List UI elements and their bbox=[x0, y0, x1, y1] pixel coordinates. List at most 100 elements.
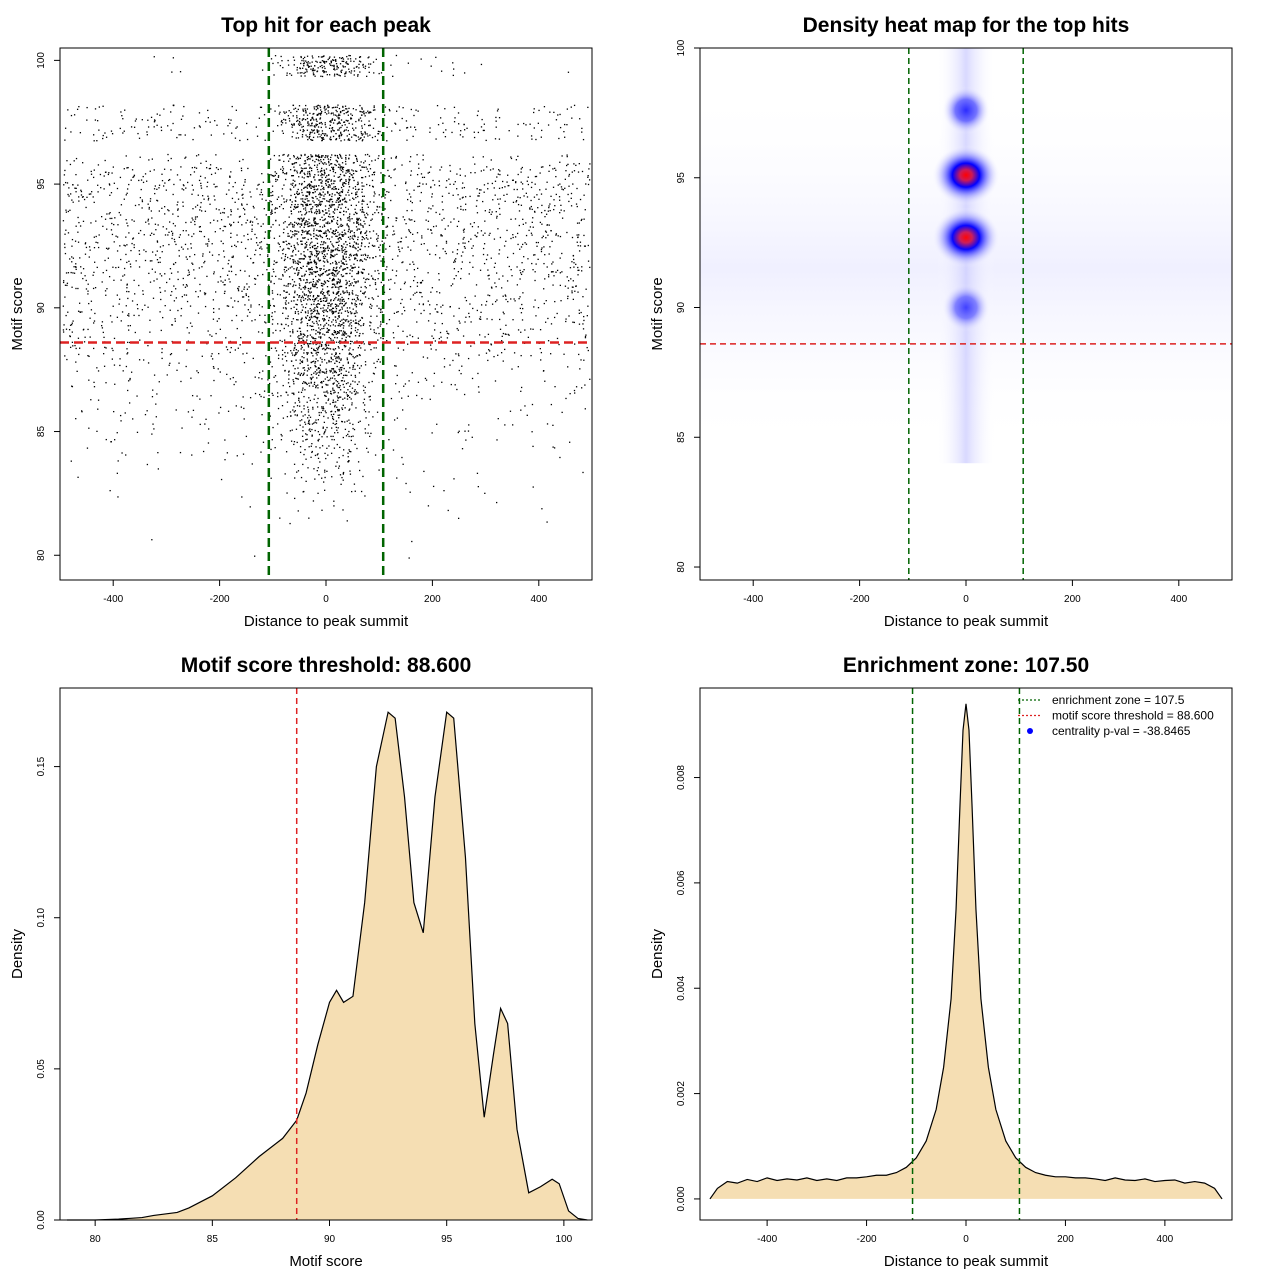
scatter-point bbox=[463, 236, 465, 239]
scatter-point bbox=[372, 213, 374, 216]
scatter-point bbox=[116, 294, 118, 296]
scatter-point bbox=[341, 191, 343, 194]
scatter-point bbox=[90, 173, 93, 175]
scatter-point bbox=[324, 172, 326, 174]
scatter-point bbox=[261, 306, 263, 308]
scatter-point bbox=[284, 253, 287, 256]
scatter-point bbox=[343, 243, 345, 245]
scatter-point bbox=[67, 193, 69, 196]
scatter-point bbox=[309, 316, 311, 319]
scatter-point bbox=[388, 108, 391, 111]
scatter-point bbox=[234, 137, 237, 139]
scatter-point bbox=[263, 237, 266, 239]
scatter-point bbox=[283, 184, 285, 186]
scatter-point bbox=[302, 297, 304, 299]
scatter-point bbox=[72, 272, 74, 274]
scatter-point bbox=[309, 131, 312, 133]
scatter-point bbox=[328, 302, 331, 304]
scatter-point bbox=[537, 207, 539, 209]
scatter-point bbox=[473, 136, 476, 139]
scatter-point bbox=[513, 188, 515, 191]
scatter-point bbox=[197, 312, 200, 314]
scatter-point bbox=[323, 311, 325, 313]
scatter-point bbox=[198, 112, 201, 114]
scatter-point bbox=[330, 309, 333, 311]
scatter-point bbox=[345, 211, 347, 213]
scatter-point bbox=[355, 281, 358, 283]
scatter-point bbox=[361, 272, 364, 275]
scatter-point bbox=[199, 206, 202, 208]
scatter-point bbox=[321, 60, 324, 62]
scatter-point bbox=[236, 192, 238, 194]
scatter-point bbox=[64, 139, 66, 141]
scatter-point bbox=[310, 315, 313, 317]
scatter-point bbox=[293, 208, 295, 211]
scatter-point bbox=[183, 184, 185, 187]
scatter-point bbox=[469, 261, 471, 264]
scatter-point bbox=[364, 296, 367, 298]
scatter-point bbox=[291, 278, 294, 281]
scatter-point bbox=[345, 340, 347, 342]
scatter-point bbox=[300, 334, 302, 336]
scatter-point bbox=[338, 197, 340, 200]
scatter-point bbox=[556, 337, 559, 340]
scatter-point bbox=[535, 138, 537, 141]
scatter-point bbox=[533, 306, 535, 308]
scatter-point bbox=[576, 234, 578, 236]
scatter-point bbox=[315, 304, 318, 306]
scatter-point bbox=[111, 358, 113, 360]
scatter-point bbox=[152, 297, 155, 299]
scatter-point bbox=[456, 207, 459, 209]
scatter-point bbox=[354, 254, 356, 256]
scatter-point bbox=[328, 360, 330, 363]
scatter-point bbox=[305, 111, 307, 113]
scatter-point bbox=[361, 127, 363, 129]
scatter-point bbox=[255, 249, 257, 251]
scatter-point bbox=[330, 156, 332, 159]
scatter-point bbox=[552, 271, 554, 273]
scatter-point bbox=[313, 185, 315, 187]
scatter-point bbox=[313, 259, 316, 261]
scatter-point bbox=[315, 250, 318, 253]
scatter-point bbox=[284, 297, 287, 299]
scatter-point bbox=[353, 258, 356, 260]
scatter-point bbox=[391, 130, 393, 132]
scatter-point bbox=[359, 164, 361, 167]
scatter-point bbox=[191, 193, 193, 195]
scatter-point bbox=[303, 343, 305, 345]
scatter-point bbox=[320, 298, 322, 300]
scatter-point bbox=[497, 108, 499, 110]
scatter-point bbox=[342, 255, 344, 257]
scatter-point bbox=[329, 263, 332, 265]
scatter-point bbox=[261, 332, 264, 334]
scatter-point bbox=[323, 371, 325, 373]
scatter-point bbox=[469, 195, 471, 198]
scatter-point bbox=[520, 168, 522, 170]
scatter-point bbox=[265, 322, 267, 324]
scatter-point bbox=[363, 200, 365, 202]
scatter-point bbox=[478, 195, 480, 197]
scatter-point bbox=[295, 254, 297, 256]
scatter-point bbox=[358, 320, 360, 323]
scatter-point bbox=[331, 64, 333, 67]
scatter-point bbox=[154, 271, 156, 273]
scatter-point bbox=[239, 139, 241, 142]
scatter-point bbox=[289, 199, 292, 201]
scatter-point bbox=[357, 188, 359, 191]
scatter-point bbox=[295, 303, 297, 306]
scatter-point bbox=[151, 268, 154, 270]
scatter-point bbox=[296, 230, 298, 232]
scatter-point bbox=[429, 127, 431, 129]
scatter-point bbox=[494, 282, 496, 284]
scatter-point bbox=[241, 224, 243, 226]
scatter-point bbox=[560, 186, 563, 188]
scatter-point bbox=[337, 197, 339, 199]
scatter-point bbox=[350, 353, 353, 356]
scatter-point bbox=[164, 304, 166, 307]
scatter-point bbox=[499, 328, 502, 330]
scatter-point bbox=[461, 197, 464, 199]
scatter-point bbox=[293, 259, 295, 261]
scatter-point bbox=[321, 136, 323, 139]
scatter-point bbox=[277, 242, 279, 244]
scatter-point bbox=[337, 67, 339, 69]
